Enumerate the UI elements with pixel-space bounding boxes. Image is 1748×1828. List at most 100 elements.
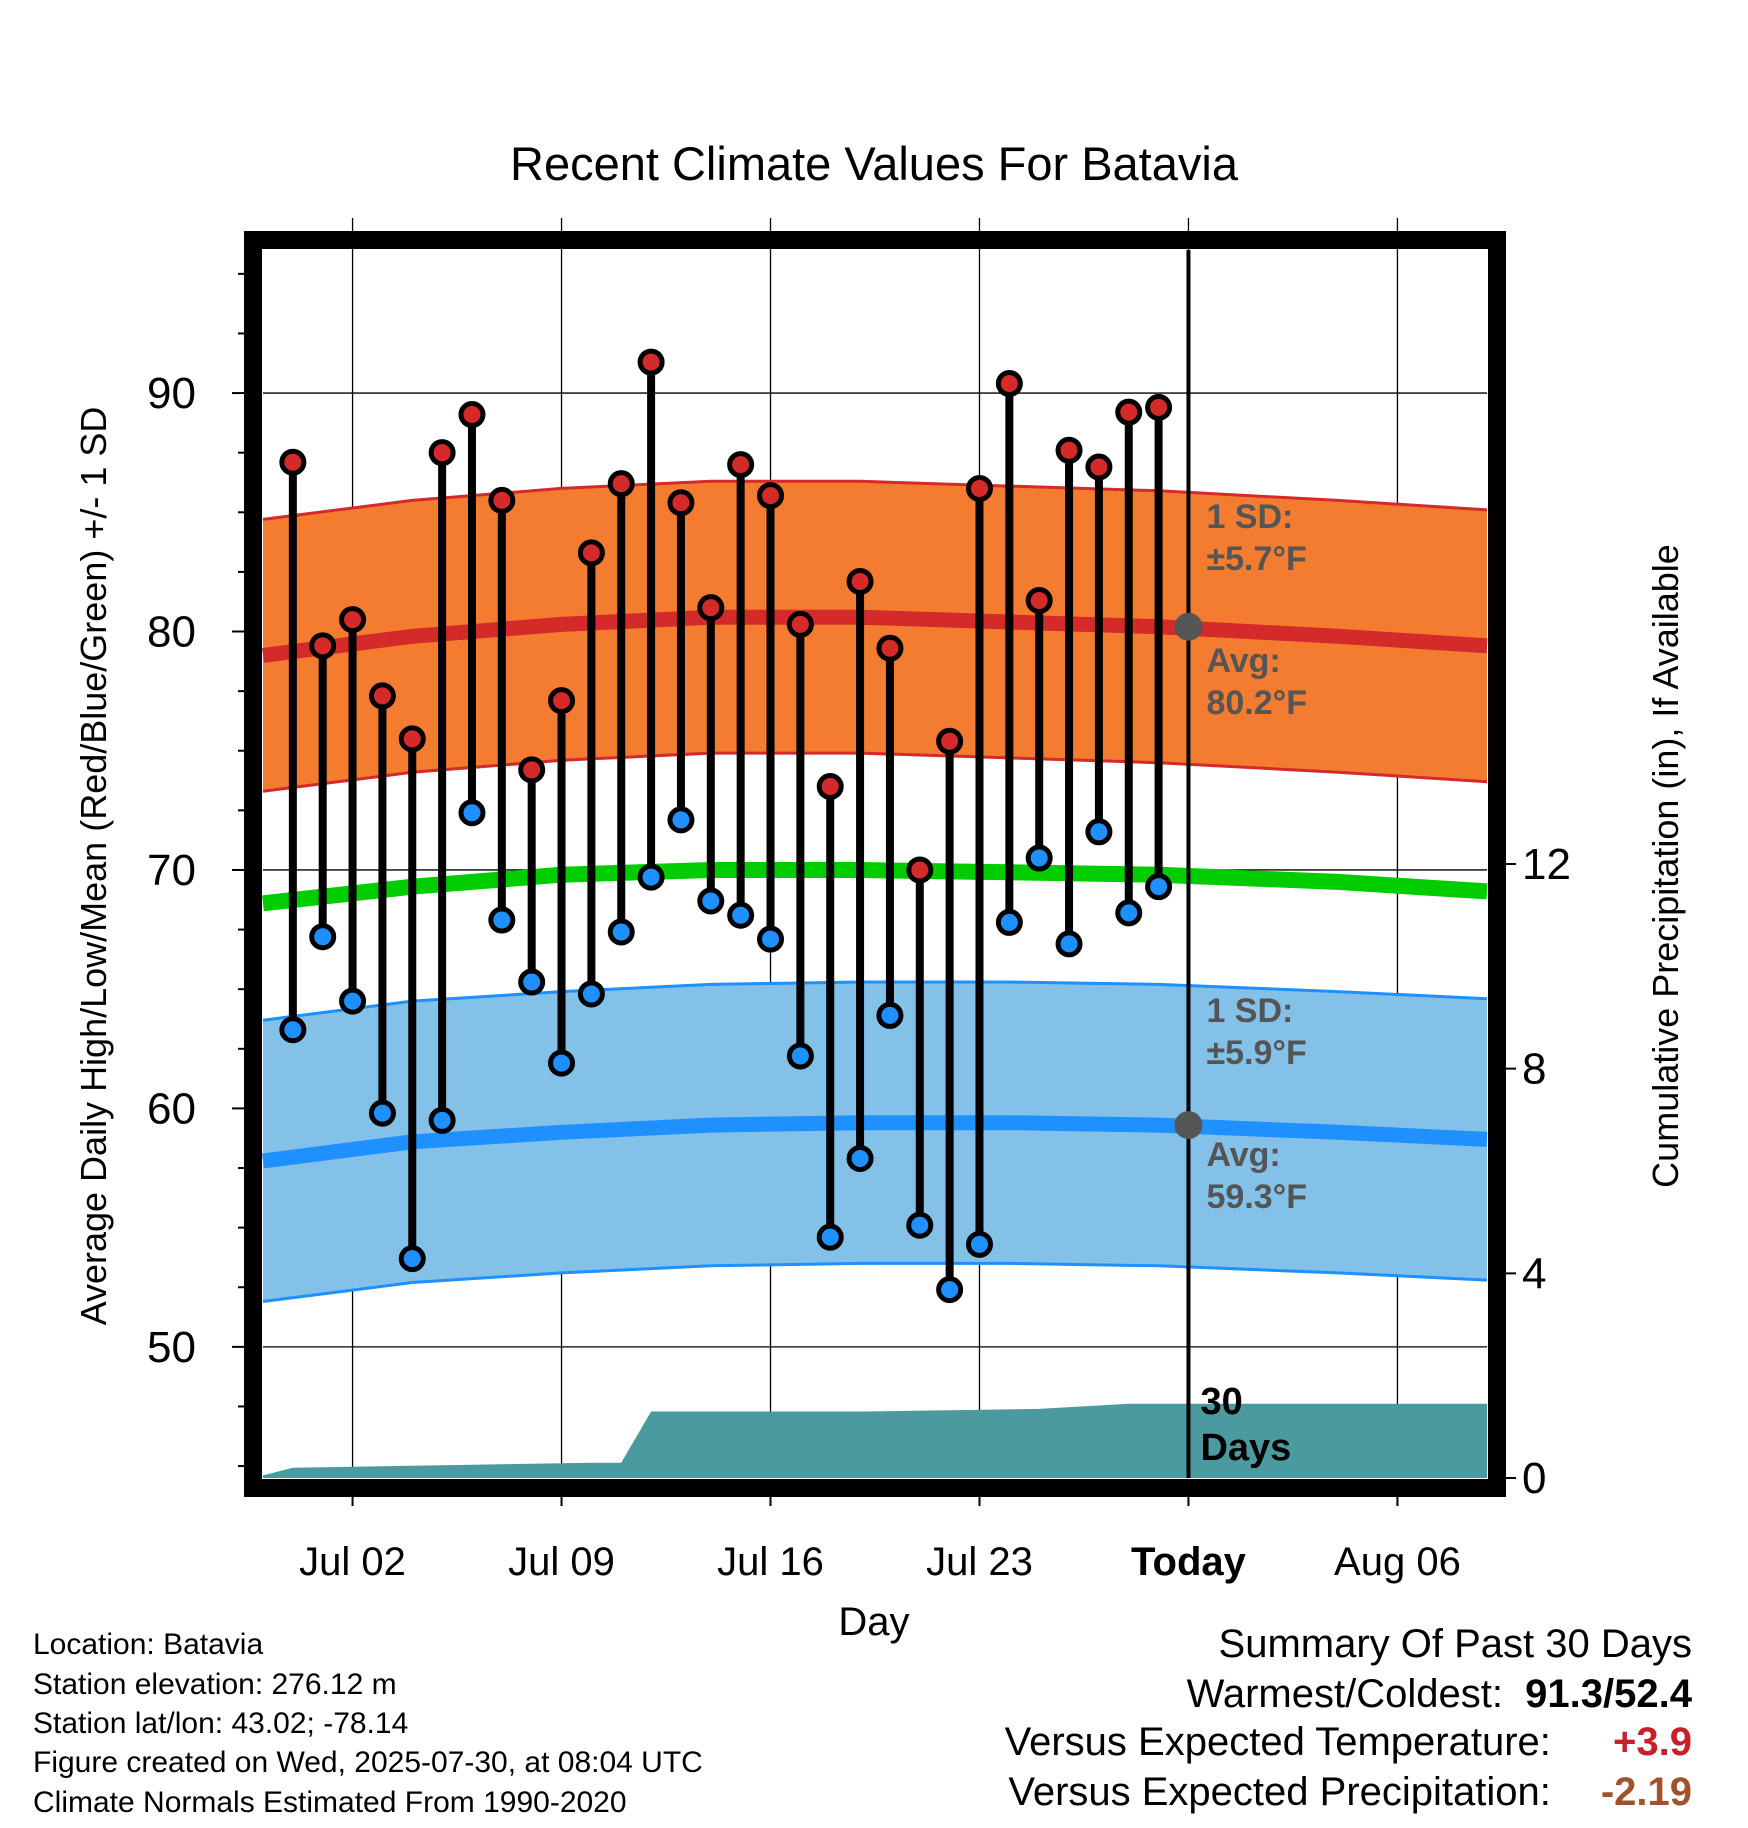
daily-high-point: [1115, 398, 1143, 426]
high-sd-annotation-value: ±5.7°F: [1206, 540, 1306, 578]
today-high-average-marker: [1174, 612, 1203, 641]
daily-low-point: [368, 1099, 396, 1127]
low-average-annotation-label: Avg:: [1206, 1136, 1280, 1174]
daily-high-point: [398, 725, 426, 753]
daily-high-point: [876, 634, 904, 662]
plot-area: 1 SD: ±5.7°F Avg: 80.2°F 1 SD: ±5.9°F Avg: 59.3…: [147, 218, 1571, 1584]
daily-high-point: [846, 567, 874, 595]
daily-high-point: [518, 756, 546, 784]
daily-low-point: [488, 906, 516, 934]
x-tick-label: Jul 16: [717, 1540, 824, 1584]
daily-low-point: [876, 1001, 904, 1029]
daily-high-point: [1025, 587, 1053, 615]
daily-low-point: [906, 1211, 934, 1239]
temp-label: Versus Expected Temperature:: [1004, 1720, 1551, 1764]
location-text: Location: Batavia: [33, 1628, 264, 1661]
daily-high-point: [667, 489, 695, 517]
summary-temperature: Versus Expected Temperature: +3.9: [1005, 1720, 1692, 1765]
y2-tick-label: 8: [1522, 1045, 1546, 1094]
daily-low-point: [1115, 899, 1143, 927]
low-sd-annotation-label: 1 SD:: [1206, 992, 1293, 1030]
high-sd-annotation-label: 1 SD:: [1206, 498, 1293, 536]
precipitation-area: [263, 1403, 1487, 1478]
daily-high-point: [697, 594, 725, 622]
daily-low-point: [757, 925, 785, 953]
chart-title: Recent Climate Values For Batavia: [510, 137, 1239, 190]
x-axis-label: Day: [838, 1600, 909, 1644]
elevation-text: Station elevation: 276.12 m: [33, 1668, 397, 1701]
daily-low-point: [727, 901, 755, 929]
daily-low-point: [936, 1276, 964, 1304]
days-annotation-number: 30: [1200, 1381, 1242, 1423]
daily-high-point: [577, 539, 605, 567]
summary-precipitation: Versus Expected Precipitation: -2.19: [1008, 1770, 1692, 1815]
x-tick-label: Jul 02: [299, 1540, 406, 1584]
daily-high-point: [1085, 453, 1113, 481]
y-tick-label: 60: [147, 1084, 196, 1133]
daily-low-point: [816, 1223, 844, 1251]
daily-high-point: [906, 856, 934, 884]
daily-low-point: [667, 806, 695, 834]
daily-high-point: [786, 610, 814, 638]
daily-high-point: [428, 439, 456, 467]
x-tick-label: Today: [1131, 1540, 1247, 1584]
low-sd-lower-line: [262, 1261, 1488, 1303]
daily-low-point: [1085, 818, 1113, 846]
daily-low-point: [1025, 844, 1053, 872]
daily-low-point: [518, 968, 546, 996]
high-average-annotation-value: 80.2°F: [1206, 684, 1307, 722]
daily-high-point: [279, 448, 307, 476]
summary-title: Summary Of Past 30 Days: [1218, 1622, 1692, 1666]
precip-label: Versus Expected Precipitation:: [1008, 1770, 1551, 1814]
daily-high-point: [816, 773, 844, 801]
daily-low-point: [697, 887, 725, 915]
daily-low-point: [846, 1144, 874, 1172]
warm-cold-value: 91.3/52.4: [1525, 1672, 1692, 1716]
low-sd-annotation-value: ±5.9°F: [1206, 1034, 1306, 1072]
daily-low-point: [1145, 873, 1173, 901]
y-tick-label: 50: [147, 1323, 196, 1372]
temp-value: +3.9: [1613, 1720, 1692, 1764]
daily-low-point: [458, 799, 486, 827]
daily-low-point: [607, 918, 635, 946]
daily-high-point: [1145, 393, 1173, 421]
daily-high-point: [757, 482, 785, 510]
y-tick-label: 80: [147, 608, 196, 657]
daily-low-point: [995, 908, 1023, 936]
daily-low-point: [786, 1042, 814, 1070]
y-tick-label: 90: [147, 369, 196, 418]
mean-average-line: [262, 862, 1488, 912]
high-average-annotation-label: Avg:: [1206, 642, 1280, 680]
daily-low-point: [1055, 930, 1083, 958]
daily-low-point: [279, 1016, 307, 1044]
warm-cold-label: Warmest/Coldest:: [1186, 1672, 1503, 1716]
daily-low-point: [339, 987, 367, 1015]
daily-low-point: [577, 980, 605, 1008]
daily-high-point: [368, 682, 396, 710]
daily-high-point: [458, 401, 486, 429]
daily-low-point: [965, 1230, 993, 1258]
days-annotation-word: Days: [1200, 1427, 1291, 1469]
daily-high-point: [637, 348, 665, 376]
daily-high-point: [965, 474, 993, 502]
daily-high-point: [936, 727, 964, 755]
high-sd-upper-line: [262, 479, 1488, 521]
high-sd-band: [263, 481, 1487, 792]
y2-axis-label: Cumulative Precipitation (in), If Availa…: [1645, 544, 1686, 1188]
y2-tick-label: 12: [1522, 840, 1571, 889]
y2-tick-label: 0: [1522, 1454, 1546, 1503]
daily-high-point: [488, 486, 516, 514]
summary-warm-cold: Warmest/Coldest: 91.3/52.4: [1187, 1672, 1692, 1717]
today-low-average-marker: [1174, 1111, 1203, 1140]
normals-text: Climate Normals Estimated From 1990-2020: [33, 1786, 627, 1819]
daily-high-point: [1055, 436, 1083, 464]
daily-low-point: [548, 1049, 576, 1077]
precip-value: -2.19: [1600, 1770, 1692, 1814]
x-tick-label: Jul 23: [926, 1540, 1033, 1584]
daily-low-point: [309, 923, 337, 951]
y-tick-label: 70: [147, 846, 196, 895]
daily-high-point: [309, 632, 337, 660]
daily-high-point: [995, 370, 1023, 398]
daily-low-point: [398, 1245, 426, 1273]
